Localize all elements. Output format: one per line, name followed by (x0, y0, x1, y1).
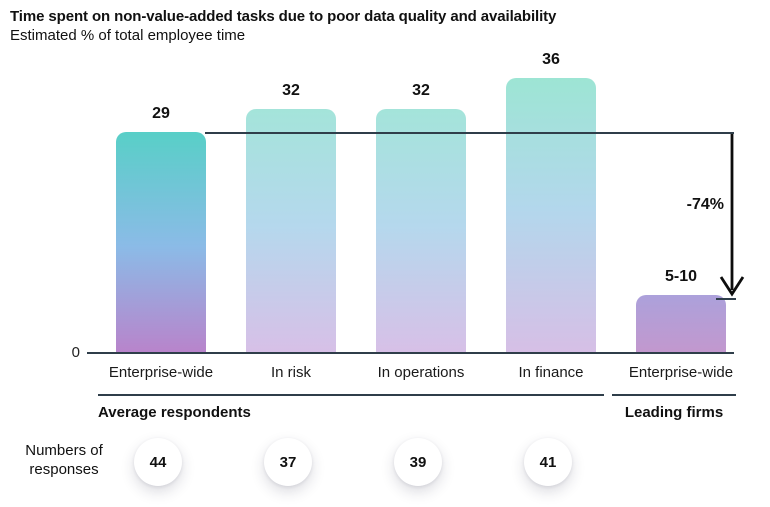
bar-enterprise-wide-4 (636, 295, 726, 352)
group-average-underline (98, 394, 604, 396)
y-axis-zero-label: 0 (71, 344, 80, 361)
responses-count-badge: 44 (134, 438, 182, 486)
bar-value-label: 32 (412, 82, 430, 99)
bar-value-label: 32 (282, 82, 300, 99)
bar-value-label: 29 (152, 105, 170, 122)
bar-in-finance-3 (506, 78, 596, 352)
category-label-in-risk-1: In risk (270, 364, 311, 381)
responses-count-badge: 41 (524, 438, 572, 486)
category-label-in-operations-2: In operations (377, 364, 465, 381)
decline-arrow-icon (719, 132, 745, 297)
bar-in-risk-1 (246, 109, 336, 352)
chart-subtitle: Estimated % of total employee time (10, 27, 246, 44)
decline-annotation: -74% (686, 196, 724, 213)
arrow-landing-tick (716, 298, 736, 300)
group-label-leading-firms: Leading firms (624, 404, 724, 421)
bar-value-label: 5-10 (664, 268, 698, 285)
group-leading-underline (612, 394, 736, 396)
bar-value-label: 36 (542, 51, 560, 68)
bar-in-operations-2 (376, 109, 466, 352)
group-label-average-respondents: Average respondents (98, 404, 251, 421)
responses-count-badge: 39 (394, 438, 442, 486)
chart-title: Time spent on non-value-added tasks due … (10, 8, 557, 25)
category-label-enterprise-wide-4: Enterprise-wide (628, 364, 734, 381)
responses-row-label: Numbers of responses (25, 442, 103, 478)
reference-line (205, 132, 734, 134)
category-label-in-finance-3: In finance (518, 364, 584, 381)
x-axis-line (87, 352, 734, 354)
bar-enterprise-wide-0 (116, 132, 206, 352)
responses-count-badge: 37 (264, 438, 312, 486)
category-label-enterprise-wide-0: Enterprise-wide (108, 364, 214, 381)
